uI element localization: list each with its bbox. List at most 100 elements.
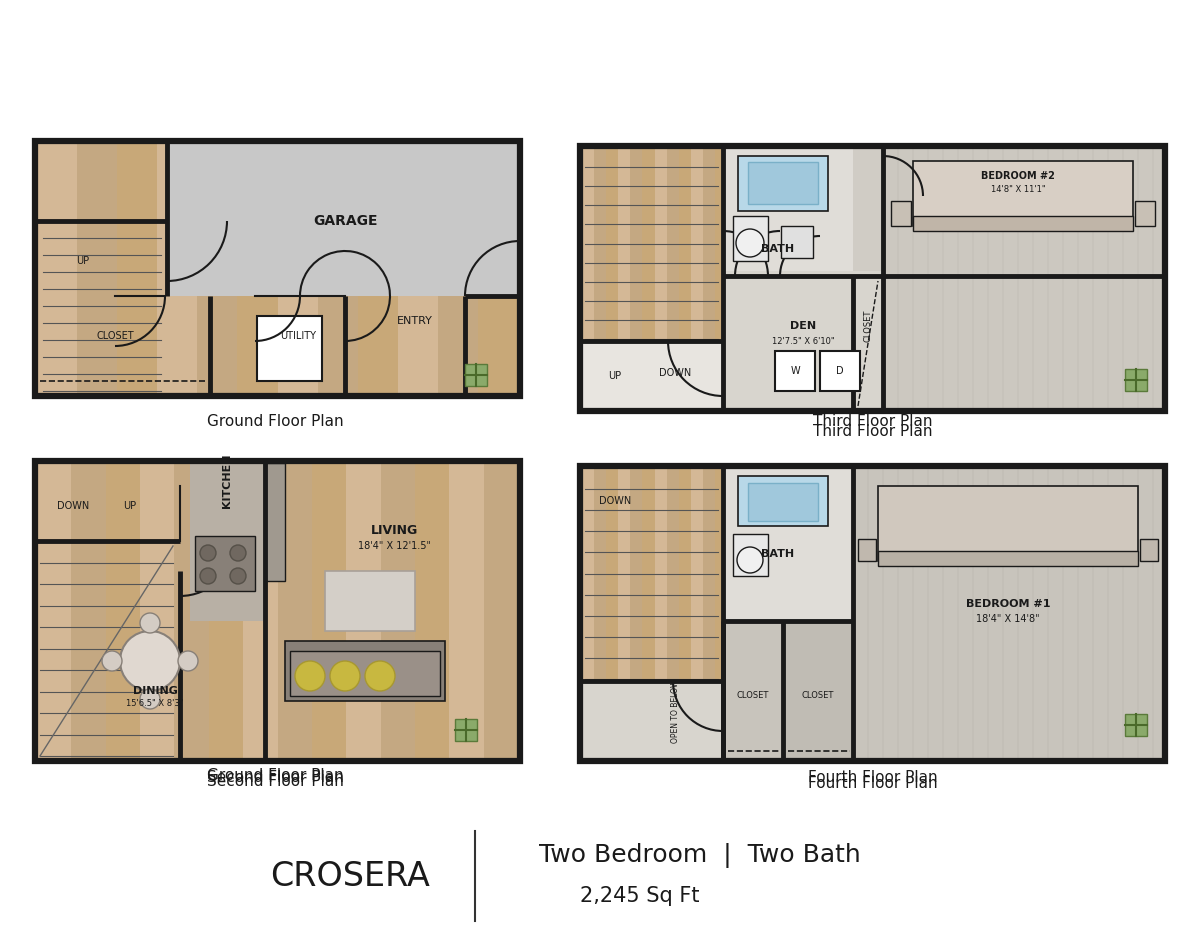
Bar [580,466,1165,761]
Bar [37,463,518,759]
Text: UP: UP [124,501,137,511]
Bar [190,459,265,621]
Text: Third Floor Plan: Third Floor Plan [814,423,932,438]
Circle shape [140,613,160,633]
Text: 18'4" X 14'8": 18'4" X 14'8" [976,614,1040,624]
Text: CLOSET: CLOSET [864,310,872,342]
Bar [438,143,478,394]
Bar [318,143,358,394]
Text: UTILITY: UTILITY [280,331,316,341]
Bar [784,621,853,761]
Text: CLOSET: CLOSET [96,331,134,341]
Bar [703,468,715,681]
Text: BEDROOM #1: BEDROOM #1 [966,599,1050,609]
Bar [265,463,286,581]
Text: Ground Floor Plan: Ground Floor Plan [206,414,343,429]
Text: KITCHEN: KITCHEN [222,454,232,508]
Text: 15'6.5" X 8'3": 15'6.5" X 8'3" [126,700,184,708]
Bar [594,468,606,681]
Text: 18'4" X 12'1.5": 18'4" X 12'1.5" [359,541,432,551]
Bar [290,651,440,696]
Circle shape [200,545,216,561]
Bar [883,146,1163,411]
Circle shape [736,229,764,257]
Text: 14'8" X 11'1": 14'8" X 11'1" [991,184,1045,193]
Circle shape [120,631,180,691]
Bar [1140,539,1158,561]
Text: BATH: BATH [762,549,794,559]
Bar [733,534,768,576]
Bar [642,148,654,341]
Bar [484,463,518,759]
Bar [853,148,883,271]
Bar [118,143,157,394]
Text: DOWN: DOWN [599,496,631,506]
Bar [1126,369,1147,391]
Bar [722,468,853,621]
Bar [35,141,520,396]
Bar [77,143,118,394]
Bar [35,461,520,761]
Bar [748,162,818,204]
Bar [167,143,518,296]
Bar [679,468,691,681]
Bar [380,463,415,759]
Bar [606,148,618,341]
Text: 2,245 Sq Ft: 2,245 Sq Ft [581,886,700,906]
Circle shape [230,568,246,584]
Text: Ground Floor Plan: Ground Floor Plan [206,768,343,784]
Bar [748,483,818,521]
Bar [715,148,727,341]
Text: DOWN: DOWN [56,501,89,511]
Text: GARAGE: GARAGE [313,214,377,228]
Circle shape [230,545,246,561]
Bar [820,351,860,391]
Bar [890,201,911,226]
Text: Fourth Floor Plan: Fourth Floor Plan [808,775,938,790]
Bar [630,148,642,341]
Bar [197,143,238,394]
Text: CROSERA: CROSERA [270,860,430,892]
Text: DOWN: DOWN [659,368,691,378]
Bar [582,468,727,681]
Text: D: D [836,366,844,376]
Bar [722,271,883,411]
Bar [878,551,1138,566]
Text: UP: UP [77,256,90,266]
Bar [1135,201,1154,226]
Circle shape [737,547,763,573]
Text: CLOSET: CLOSET [802,691,834,701]
Bar [580,146,1165,411]
Text: W: W [790,366,800,376]
Bar [238,143,277,394]
Text: Two Bedroom  |  Two Bath: Two Bedroom | Two Bath [539,844,860,868]
Bar [722,148,853,276]
Text: DINING: DINING [132,686,178,696]
Circle shape [102,651,122,671]
Bar [703,148,715,341]
Bar [415,463,449,759]
Bar [312,463,347,759]
Circle shape [200,568,216,584]
Bar [913,161,1133,226]
Bar [781,226,814,258]
Bar [455,719,478,741]
Bar [466,364,487,386]
Bar [106,463,140,759]
Text: UP: UP [608,371,622,381]
Bar [642,468,654,681]
Bar [37,143,518,394]
Bar [286,641,445,701]
Bar [325,571,415,631]
Bar [853,466,1163,761]
Bar [580,466,1165,761]
Bar [277,463,312,759]
Bar [209,463,244,759]
Bar [858,539,876,561]
Bar [878,486,1138,561]
Text: LIVING: LIVING [371,525,419,537]
Bar [71,463,106,759]
Circle shape [330,661,360,691]
Circle shape [365,661,395,691]
Bar [775,351,815,391]
